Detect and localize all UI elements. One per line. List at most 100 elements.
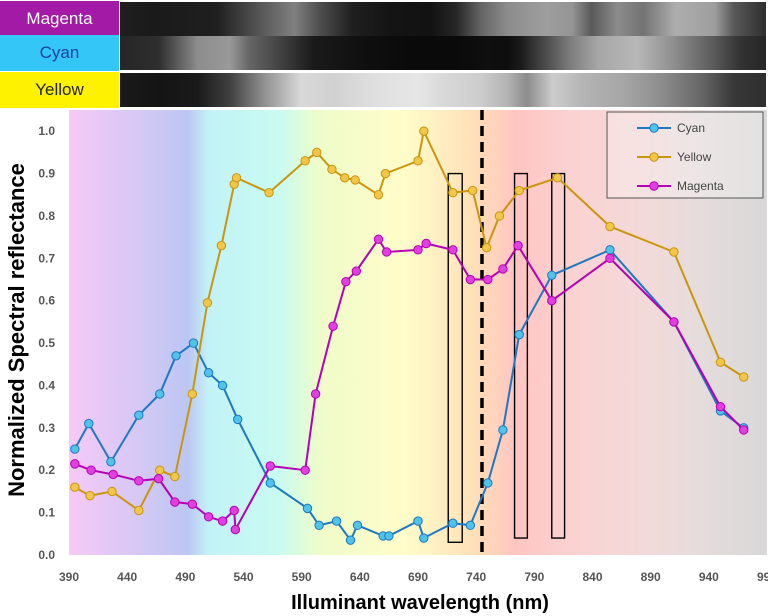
data-point (188, 338, 199, 348)
legend-label: Cyan (677, 121, 705, 135)
data-point (498, 264, 508, 274)
data-point (170, 497, 180, 507)
x-tick-label: 590 (292, 570, 312, 584)
series-line (73, 248, 745, 543)
magenta-intensity-strip (120, 2, 766, 36)
data-point (84, 418, 94, 429)
data-point (350, 175, 360, 185)
x-tick-label: 440 (117, 570, 137, 584)
x-tick-label: 490 (175, 570, 195, 584)
x-tick-label: 940 (699, 570, 719, 584)
data-point (547, 296, 557, 306)
legend-label: Yellow (677, 150, 712, 164)
legend-item-magenta: Magenta (637, 179, 724, 193)
data-point (448, 518, 458, 528)
data-point (373, 190, 384, 200)
cyan-intensity-strip (120, 36, 766, 70)
series-yellow (70, 126, 749, 516)
data-point (203, 512, 214, 522)
data-point (547, 270, 557, 280)
data-point (310, 389, 321, 399)
x-tick-label: 740 (466, 570, 486, 584)
data-point (483, 478, 493, 488)
x-tick-label: 390 (59, 570, 79, 584)
data-point (514, 185, 524, 196)
data-point (467, 185, 478, 196)
legend: Cyan Yellow Magenta (606, 111, 764, 199)
data-point (421, 238, 431, 249)
data-point (187, 499, 198, 509)
data-point (739, 425, 749, 435)
data-point (314, 520, 324, 531)
data-point (85, 490, 95, 501)
data-point (352, 520, 363, 531)
data-point (669, 247, 679, 257)
yellow-intensity-strip (120, 73, 766, 107)
data-point (448, 187, 458, 198)
y-tick-label: 0.4 (38, 378, 55, 392)
data-point (70, 459, 80, 469)
data-point (265, 478, 275, 488)
data-point (351, 266, 362, 276)
data-point (108, 469, 118, 480)
data-point (217, 380, 228, 391)
legend-marker (649, 123, 659, 133)
x-axis-label: Illuminant wavelength (nm) (291, 592, 549, 614)
data-point (341, 276, 351, 287)
data-point (328, 321, 338, 331)
data-point (230, 524, 241, 535)
data-point (419, 533, 429, 543)
series-magenta (70, 234, 749, 535)
cyan-strip-label: Cyan (0, 35, 119, 71)
y-axis-label: Normalized Spectral reflectance (4, 163, 29, 497)
data-point (171, 351, 181, 361)
data-point (715, 401, 726, 412)
data-point (481, 243, 492, 253)
highlight-box (513, 172, 529, 539)
data-point (715, 357, 726, 367)
data-point (483, 274, 493, 285)
data-point (300, 465, 310, 475)
y-tick-label: 0.3 (38, 421, 55, 435)
data-point (381, 247, 392, 257)
data-point (331, 516, 342, 526)
data-point (187, 389, 198, 399)
data-point (312, 147, 322, 158)
data-point (413, 516, 423, 526)
x-tick-label: 790 (524, 570, 544, 584)
data-point (327, 164, 337, 175)
data-point (264, 187, 274, 198)
data-point (216, 240, 227, 251)
data-point (605, 221, 615, 232)
y-tick-label: 0.8 (38, 209, 55, 223)
data-point (153, 474, 164, 484)
data-point (232, 414, 243, 425)
data-point (513, 240, 523, 251)
data-point (669, 317, 679, 327)
x-tick-label: 890 (641, 570, 661, 584)
legend-item-yellow: Yellow (637, 150, 712, 164)
data-point (155, 465, 165, 475)
data-point (155, 389, 165, 399)
data-point (384, 531, 394, 541)
data-point (300, 156, 310, 166)
y-tick-label: 0.1 (38, 506, 55, 520)
data-point (302, 503, 313, 514)
data-point (70, 444, 80, 454)
data-point (373, 234, 384, 244)
data-point (134, 410, 144, 420)
data-point (465, 520, 476, 531)
yellow-strip-label: Yellow (0, 72, 119, 108)
data-point (86, 465, 96, 475)
x-tick-label: 640 (350, 570, 370, 584)
data-point (134, 476, 144, 486)
legend-label: Magenta (677, 179, 724, 193)
data-point (229, 505, 239, 516)
y-tick-label: 0.7 (38, 251, 55, 265)
legend-box (606, 111, 764, 199)
legend-marker (649, 152, 659, 162)
data-point (498, 425, 508, 435)
data-point (106, 457, 116, 467)
data-point (413, 156, 423, 166)
